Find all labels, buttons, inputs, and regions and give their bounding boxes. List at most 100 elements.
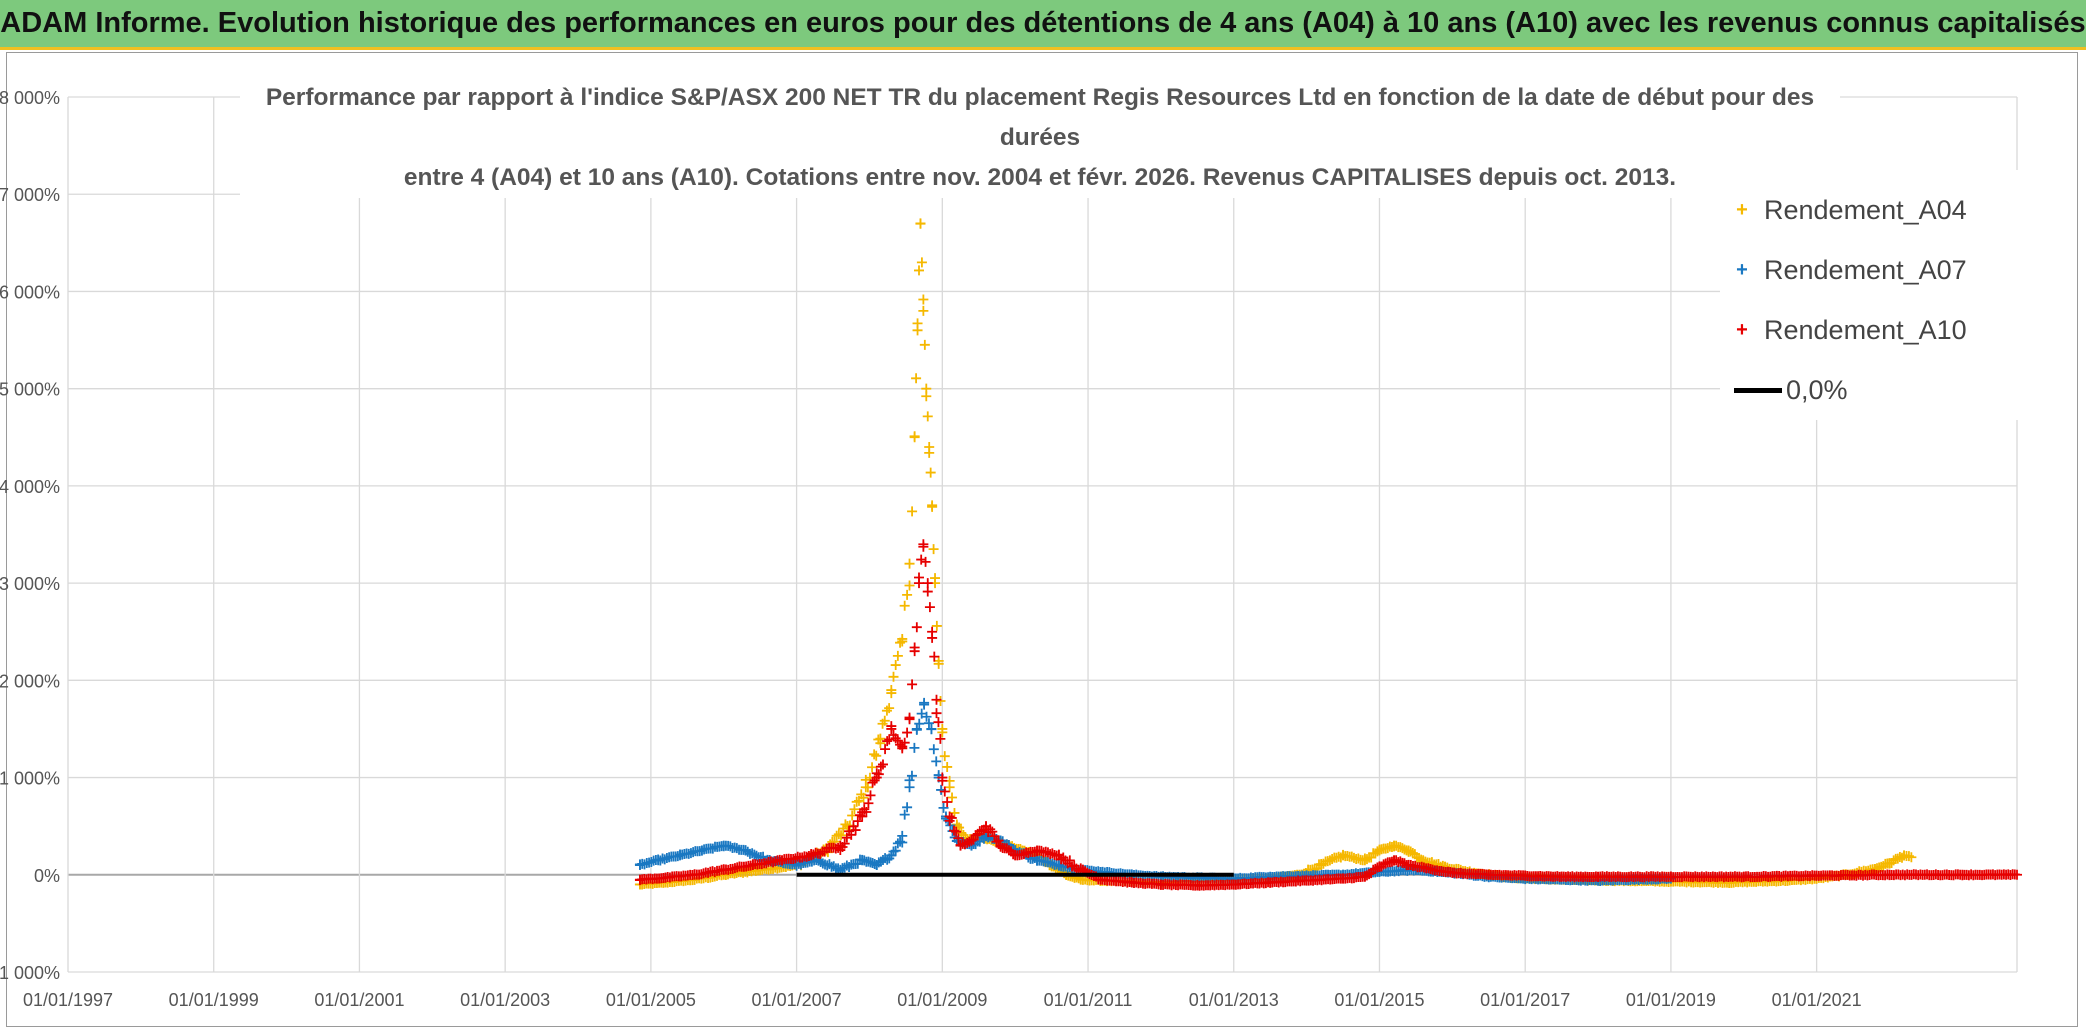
data-point (904, 580, 915, 591)
legend-item-zero: 0,0% (1734, 370, 1848, 410)
data-point (777, 855, 788, 866)
data-point (926, 724, 937, 735)
data-point (852, 816, 863, 827)
axes: -1 000% 0% 1 000% 2 000% 3 000% 4 000% 5 000% 6… (0, 88, 1862, 1010)
data-point (1018, 849, 1029, 860)
legend-item-a07: + Rendement_A07 (1720, 250, 1967, 290)
data-point (696, 845, 707, 856)
data-point (745, 860, 756, 871)
data-point (939, 786, 950, 797)
data-point (953, 833, 964, 844)
data-point (911, 724, 922, 735)
data-point (884, 703, 895, 714)
chart-frame (6, 52, 2078, 1027)
data-point (1051, 859, 1062, 870)
data-point (956, 827, 967, 838)
data-point (937, 727, 948, 738)
chart-title: Performance par rapport à l'indice S&P/A… (240, 78, 1840, 198)
data-point (928, 544, 939, 555)
data-point (1410, 860, 1421, 871)
data-point (895, 739, 906, 750)
data-point (880, 744, 891, 755)
data-point (918, 294, 929, 305)
data-point (822, 860, 833, 871)
data-point (849, 804, 860, 815)
data-point (867, 777, 878, 788)
data-point (867, 762, 878, 773)
data-point (725, 841, 736, 852)
data-point (912, 318, 923, 329)
data-point (924, 447, 935, 458)
x-tick-label: 01/01/2011 (1044, 990, 1133, 1010)
x-tick-label: 01/01/2019 (1626, 990, 1716, 1010)
data-point (922, 411, 933, 422)
data-point (871, 750, 882, 761)
y-tick-label: 7 000% (0, 185, 60, 205)
data-point (742, 867, 753, 878)
data-point (914, 718, 925, 729)
data-point (927, 632, 938, 643)
x-tick-label: 01/01/2009 (897, 990, 987, 1010)
data-point (911, 622, 922, 633)
legend-label-a07: Rendement_A07 (1764, 254, 1967, 285)
data-point (1042, 847, 1053, 858)
data-point (869, 775, 880, 786)
data-point (919, 339, 930, 350)
data-point (942, 761, 953, 772)
y-tick-label: 0% (34, 866, 60, 886)
data-point (929, 651, 940, 662)
data-point (985, 824, 996, 835)
data-point (875, 761, 886, 772)
x-tick-label: 01/01/2017 (1480, 990, 1570, 1010)
data-point (922, 578, 933, 589)
data-point (947, 792, 958, 803)
data-point (871, 768, 882, 779)
data-point (862, 782, 873, 793)
data-point (815, 848, 826, 859)
data-point (803, 851, 814, 862)
data-point (1047, 858, 1058, 869)
legend-marker-a07: + (1736, 258, 1748, 281)
data-point (841, 860, 852, 871)
x-tick-label: 01/01/1997 (23, 990, 113, 1010)
data-point (933, 717, 944, 728)
data-point (639, 859, 650, 870)
data-point (948, 825, 959, 836)
x-tick-label: 01/01/2021 (1772, 990, 1862, 1010)
data-point (907, 679, 918, 690)
data-point (919, 697, 930, 708)
data-point (906, 770, 917, 781)
data-point (924, 602, 935, 613)
data-point (899, 600, 910, 611)
data-point (1023, 848, 1034, 859)
data-point (836, 830, 847, 841)
data-point (991, 836, 1002, 847)
data-point (881, 705, 892, 716)
data-point (890, 733, 901, 744)
data-point (761, 858, 772, 869)
data-point (655, 855, 666, 866)
data-point (909, 742, 920, 753)
data-point (935, 733, 946, 744)
data-point (869, 749, 880, 760)
data-point (873, 769, 884, 780)
legend-item-a10: + Rendement_A10 (1720, 310, 1967, 350)
data-point (920, 556, 931, 567)
data-point (839, 838, 850, 849)
x-tick-label: 01/01/2007 (752, 990, 842, 1010)
data-point (904, 712, 915, 723)
data-point (1064, 855, 1075, 866)
x-tick-label: 01/01/2001 (314, 990, 404, 1010)
data-point (877, 759, 888, 770)
data-point (861, 807, 872, 818)
x-tick-label: 01/01/1999 (169, 990, 259, 1010)
data-point (914, 572, 925, 583)
data-point (931, 756, 942, 767)
data-point (918, 541, 929, 552)
data-point (1327, 854, 1338, 865)
data-point (1338, 849, 1349, 860)
data-point (899, 809, 910, 820)
data-point (921, 711, 932, 722)
data-point (731, 843, 742, 854)
data-point (937, 775, 948, 786)
